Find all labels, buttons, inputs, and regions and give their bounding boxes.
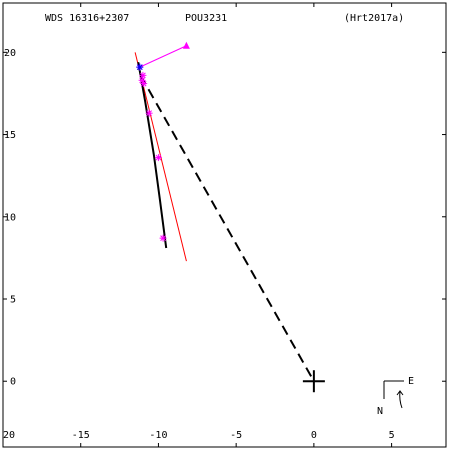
asterisk-stroke xyxy=(140,80,147,87)
asterisk-stroke xyxy=(140,72,146,79)
latest-observation-marker xyxy=(182,41,190,49)
orientation-indicator: E N xyxy=(377,376,414,417)
y-tick-label: 0 xyxy=(10,377,16,388)
x-tick-label: -15 xyxy=(72,430,90,441)
x-tick-label: 0 xyxy=(311,430,317,441)
fit-line xyxy=(134,52,187,262)
connector-line xyxy=(139,74,315,382)
discoverer-label: POU3231 xyxy=(185,13,227,24)
asterisk-stroke xyxy=(136,64,143,71)
asterisk-stroke xyxy=(146,110,152,117)
reference-label: (Hrt2017a) xyxy=(344,13,404,24)
latest-observation-connector xyxy=(139,45,187,68)
observation-point xyxy=(145,109,153,117)
x-tick-label: -10 xyxy=(149,430,167,441)
observation-point xyxy=(139,71,147,79)
y-tick-label: 5 xyxy=(10,295,16,306)
x-tick-label: -5 xyxy=(230,430,242,441)
east-label: E xyxy=(408,376,414,387)
motion-arrow-icon xyxy=(396,390,404,409)
y-tick-label: 20 xyxy=(4,48,16,59)
system-id-label: WDS 16316+2307 xyxy=(45,13,129,24)
x-tick-label: 5 xyxy=(389,430,395,441)
observation-point xyxy=(154,154,162,162)
first-observation-point xyxy=(136,63,144,71)
north-label: N xyxy=(377,406,383,417)
asterisk-stroke xyxy=(139,77,145,84)
asterisk-stroke xyxy=(155,154,162,161)
observation-point xyxy=(159,234,167,242)
y-tick-label: 15 xyxy=(4,130,16,141)
orbit-curve xyxy=(137,62,168,249)
x-tick-label: 20 xyxy=(3,430,15,441)
data-layer xyxy=(134,41,325,393)
observation-point xyxy=(140,80,148,88)
y-tick-label: 10 xyxy=(4,212,16,223)
asterisk-stroke xyxy=(160,235,166,242)
